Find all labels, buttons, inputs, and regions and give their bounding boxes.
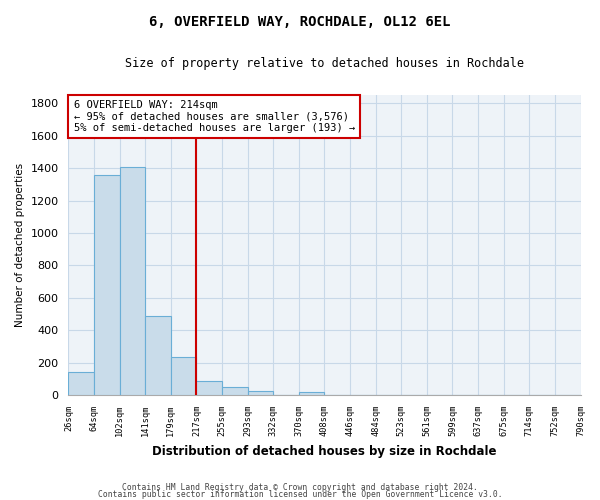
Bar [299, 392, 325, 395]
Bar [196, 381, 222, 395]
Text: 6, OVERFIELD WAY, ROCHDALE, OL12 6EL: 6, OVERFIELD WAY, ROCHDALE, OL12 6EL [149, 15, 451, 29]
Bar [94, 176, 119, 395]
Y-axis label: Number of detached properties: Number of detached properties [15, 163, 25, 327]
Bar [222, 387, 248, 395]
Bar [248, 391, 273, 395]
Bar [119, 166, 145, 395]
Title: Size of property relative to detached houses in Rochdale: Size of property relative to detached ho… [125, 58, 524, 70]
Text: Contains HM Land Registry data © Crown copyright and database right 2024.: Contains HM Land Registry data © Crown c… [122, 484, 478, 492]
Text: 6 OVERFIELD WAY: 214sqm
← 95% of detached houses are smaller (3,576)
5% of semi-: 6 OVERFIELD WAY: 214sqm ← 95% of detache… [74, 100, 355, 133]
X-axis label: Distribution of detached houses by size in Rochdale: Distribution of detached houses by size … [152, 444, 497, 458]
Bar [145, 316, 171, 395]
Bar [68, 372, 94, 395]
Text: Contains public sector information licensed under the Open Government Licence v3: Contains public sector information licen… [98, 490, 502, 499]
Bar [171, 357, 196, 395]
